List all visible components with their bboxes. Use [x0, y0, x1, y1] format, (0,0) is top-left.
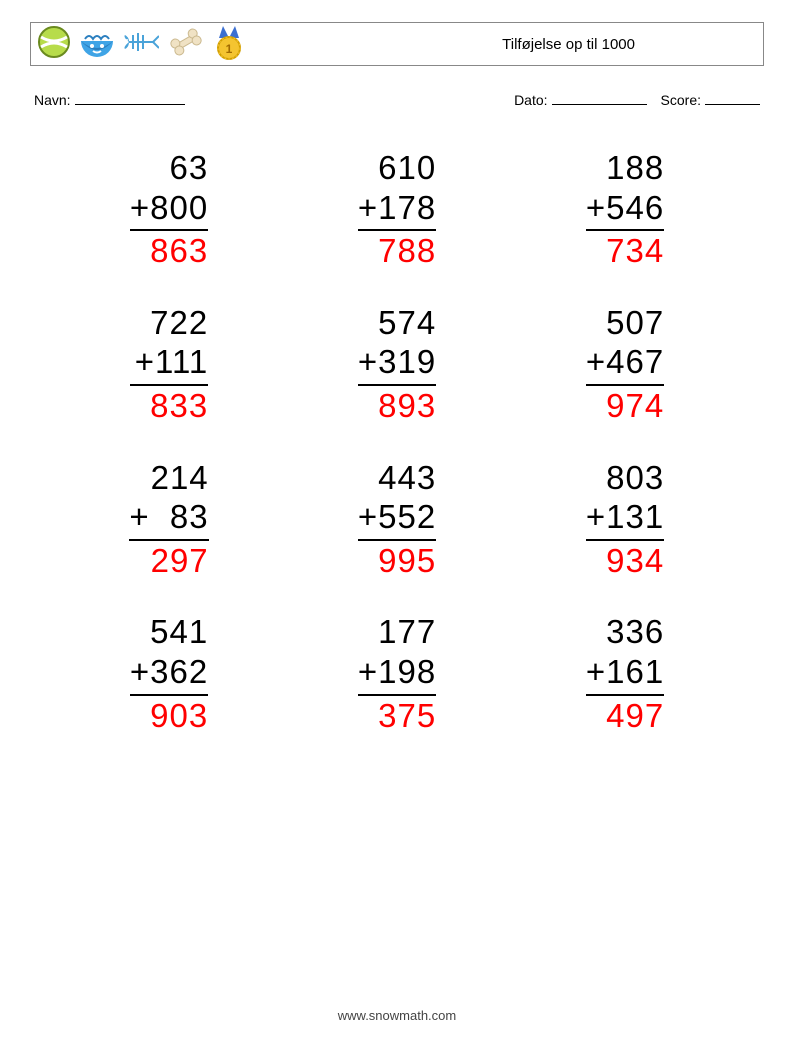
answer: 863: [130, 231, 208, 271]
problem: 188+546 734: [531, 148, 719, 271]
addend-top: 177: [358, 612, 436, 652]
worksheet-page: 1 Tilføjelse op til 1000 Navn: Dato: Sco…: [0, 0, 794, 1053]
addend-top: 610: [358, 148, 436, 188]
problem: 336+161 497: [531, 612, 719, 735]
answer: 995: [358, 541, 436, 581]
addend-bottom: +111: [130, 342, 208, 382]
footer-text: www.snowmath.com: [0, 1008, 794, 1023]
addend-top: 336: [586, 612, 664, 652]
answer: 297: [129, 541, 208, 581]
problem: 722+111 833: [75, 303, 263, 426]
addend-bottom: +178: [358, 188, 436, 228]
problem-stack: 541+362 903: [130, 612, 208, 735]
answer: 788: [358, 231, 436, 271]
problem: 610+178 788: [303, 148, 491, 271]
problem: 541+362 903: [75, 612, 263, 735]
worksheet-title: Tilføjelse op til 1000: [502, 36, 755, 53]
info-left: Navn:: [34, 90, 185, 108]
answer: 833: [130, 386, 208, 426]
date-field: Dato:: [514, 90, 646, 108]
medal-icon: 1: [213, 24, 245, 65]
problem-stack: 63+800 863: [130, 148, 208, 271]
score-blank[interactable]: [705, 90, 760, 105]
date-label: Dato:: [514, 92, 547, 108]
answer: 734: [586, 231, 664, 271]
addend-bottom: +319: [358, 342, 436, 382]
problem: 63+800 863: [75, 148, 263, 271]
problem-stack: 574+319 893: [358, 303, 436, 426]
addend-bottom: +362: [130, 652, 208, 692]
svg-text:1: 1: [226, 42, 233, 56]
date-blank[interactable]: [552, 90, 647, 105]
answer: 934: [586, 541, 664, 581]
problem: 177+198 375: [303, 612, 491, 735]
addend-bottom: +800: [130, 188, 208, 228]
score-label: Score:: [661, 92, 701, 108]
addend-bottom: +131: [586, 497, 664, 537]
problem-stack: 722+111 833: [130, 303, 208, 426]
problem-stack: 336+161 497: [586, 612, 664, 735]
bowl-icon: [79, 25, 115, 64]
answer: 375: [358, 696, 436, 736]
answer: 893: [358, 386, 436, 426]
problem-stack: 443+552 995: [358, 458, 436, 581]
problem: 507+467 974: [531, 303, 719, 426]
name-label: Navn:: [34, 92, 71, 108]
addend-bottom: +552: [358, 497, 436, 537]
answer: 903: [130, 696, 208, 736]
problem: 214+ 83 297: [75, 458, 263, 581]
header-icons: 1: [37, 24, 245, 65]
bone-icon: [167, 25, 205, 64]
addend-top: 188: [586, 148, 664, 188]
problem-stack: 177+198 375: [358, 612, 436, 735]
addend-top: 443: [358, 458, 436, 498]
answer: 974: [586, 386, 664, 426]
problem: 574+319 893: [303, 303, 491, 426]
addend-bottom: +467: [586, 342, 664, 382]
info-row: Navn: Dato: Score:: [30, 90, 764, 108]
answer: 497: [586, 696, 664, 736]
addend-bottom: +546: [586, 188, 664, 228]
addend-top: 507: [586, 303, 664, 343]
addend-top: 214: [129, 458, 208, 498]
name-field: Navn:: [34, 90, 185, 108]
addend-bottom: +161: [586, 652, 664, 692]
problem: 443+552 995: [303, 458, 491, 581]
problem-stack: 188+546 734: [586, 148, 664, 271]
addend-top: 803: [586, 458, 664, 498]
problem-stack: 507+467 974: [586, 303, 664, 426]
name-blank[interactable]: [75, 90, 185, 105]
header-box: 1 Tilføjelse op til 1000: [30, 22, 764, 66]
problem-stack: 214+ 83 297: [129, 458, 208, 581]
addend-bottom: + 83: [129, 497, 208, 537]
addend-top: 574: [358, 303, 436, 343]
score-field: Score:: [661, 90, 760, 108]
problem: 803+131 934: [531, 458, 719, 581]
problem-stack: 610+178 788: [358, 148, 436, 271]
problem-stack: 803+131 934: [586, 458, 664, 581]
addend-top: 541: [130, 612, 208, 652]
problems-grid: 63+800 863 610+178 788 188+546 734 722+1…: [30, 148, 764, 735]
ball-icon: [37, 25, 71, 64]
addend-top: 63: [130, 148, 208, 188]
addend-bottom: +198: [358, 652, 436, 692]
info-right: Dato: Score:: [514, 90, 760, 108]
fish-icon: [123, 25, 159, 64]
addend-top: 722: [130, 303, 208, 343]
